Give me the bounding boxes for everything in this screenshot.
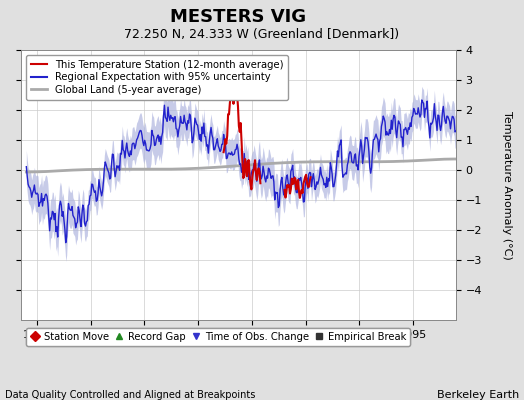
Text: 72.250 N, 24.333 W (Greenland [Denmark]): 72.250 N, 24.333 W (Greenland [Denmark]) — [124, 28, 400, 40]
Text: Data Quality Controlled and Aligned at Breakpoints: Data Quality Controlled and Aligned at B… — [5, 390, 256, 400]
Title: MESTERS VIG: MESTERS VIG — [170, 8, 307, 26]
Legend: Station Move, Record Gap, Time of Obs. Change, Empirical Break: Station Move, Record Gap, Time of Obs. C… — [26, 328, 410, 346]
Text: Berkeley Earth: Berkeley Earth — [436, 390, 519, 400]
Y-axis label: Temperature Anomaly (°C): Temperature Anomaly (°C) — [501, 111, 511, 259]
